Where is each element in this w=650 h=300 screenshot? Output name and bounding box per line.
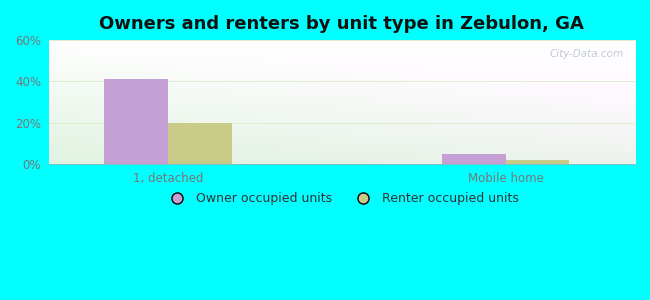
Bar (506, 160, 569, 164)
Text: City-Data.com: City-Data.com (549, 49, 623, 59)
Bar (168, 123, 231, 164)
Bar (442, 154, 506, 164)
Bar (104, 80, 168, 164)
Title: Owners and renters by unit type in Zebulon, GA: Owners and renters by unit type in Zebul… (99, 15, 584, 33)
Legend: Owner occupied units, Renter occupied units: Owner occupied units, Renter occupied un… (160, 187, 524, 210)
